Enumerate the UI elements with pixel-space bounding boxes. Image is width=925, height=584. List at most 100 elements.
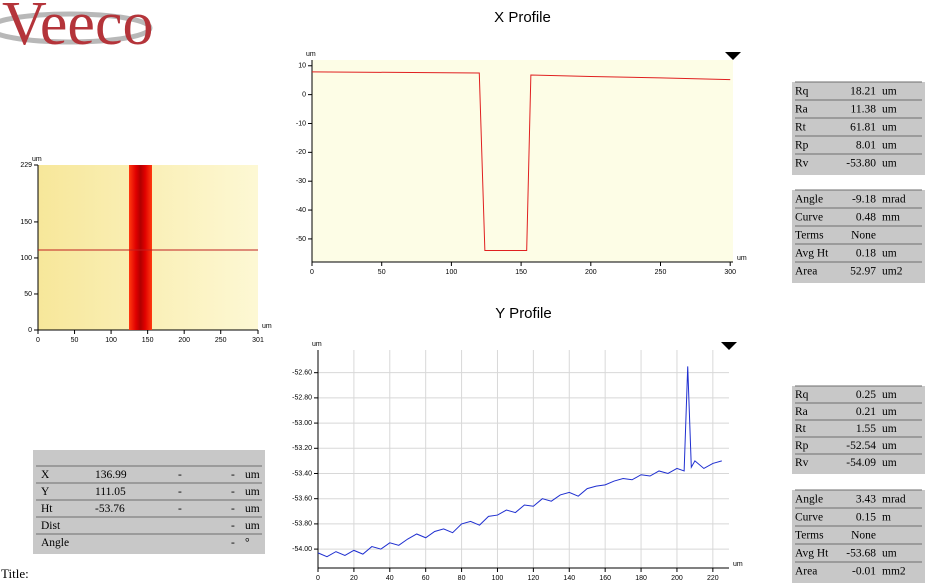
table-cell: Dist: [41, 520, 61, 532]
table-cell: mm2: [882, 566, 906, 578]
table-cell: um2: [882, 266, 903, 278]
x-tick-label: 301: [252, 337, 264, 344]
y-tick-label: 50: [24, 291, 32, 298]
table-cell: Rq: [795, 389, 809, 401]
table-cell: 61.81: [850, 122, 876, 134]
table-cell: mrad: [882, 494, 906, 506]
x-tick-label: 150: [142, 337, 154, 344]
table-cell: Terms: [795, 230, 824, 242]
x-tick-label: 20: [350, 575, 358, 582]
table-cell: -: [231, 503, 235, 515]
table-cell: um: [882, 86, 897, 98]
logo: Veeco: [2, 0, 153, 58]
x-tick-label: 120: [528, 575, 540, 582]
table-cell: °: [245, 537, 250, 549]
table-cell: -9.18: [852, 194, 876, 206]
table-cell: 52.97: [850, 266, 876, 278]
chart-title: X Profile: [494, 9, 551, 26]
report: Veeco Title: 100-10-20-30-40-50050100150…: [0, 0, 925, 584]
y-tick-label: -50: [296, 236, 306, 243]
x-tick-label: 60: [422, 575, 430, 582]
table-cell: -53.68: [846, 548, 876, 560]
x-tick-label: 50: [71, 337, 79, 344]
table-cell: -: [231, 469, 235, 481]
table-cell: Avg Ht: [795, 248, 829, 260]
table-cell: 0.48: [856, 212, 876, 224]
table-cell: 18.21: [850, 86, 876, 98]
x-tick-label: 0: [36, 337, 40, 344]
table-cell: um: [882, 140, 897, 152]
table-cell: um: [882, 248, 897, 260]
x-tick-label: 200: [178, 337, 190, 344]
x-tick-label: 100: [446, 269, 458, 276]
y-tick-label: 100: [20, 255, 32, 262]
table-cell: Terms: [795, 530, 824, 542]
table-cell: um: [882, 104, 897, 116]
table-cell: Rq: [795, 86, 809, 98]
table-cell: 3.43: [856, 494, 876, 506]
x-tick-label: 200: [671, 575, 683, 582]
table-cell: -53.80: [846, 158, 876, 170]
table-cell: Angle: [795, 194, 823, 206]
table-cell: m: [882, 512, 891, 524]
y-axis-label: um: [312, 341, 322, 348]
table-cell: Curve: [795, 512, 823, 524]
x-tick-label: 300: [724, 269, 736, 276]
x-tick-label: 220: [707, 575, 719, 582]
y-tick-label: 150: [20, 219, 32, 226]
table-cell: Area: [795, 266, 817, 278]
table-cell: Rp: [795, 440, 809, 452]
y-tick-label: -30: [296, 178, 306, 185]
y-tick-label: 0: [28, 327, 32, 334]
table-cell: Ht: [41, 503, 53, 515]
table-cell: um: [882, 389, 897, 401]
table-cell: um: [245, 469, 260, 481]
table-cell: -: [231, 520, 235, 532]
table-cell: -52.54: [846, 440, 876, 452]
table-cell: Rt: [795, 122, 807, 134]
table-cell: Rv: [795, 457, 809, 469]
table-cell: um: [245, 520, 260, 532]
y-tick-label: 229: [20, 162, 32, 169]
x-tick-label: 100: [105, 337, 117, 344]
table-cell: 11.38: [851, 104, 877, 116]
title-label: Title:: [1, 566, 29, 581]
x-tick-label: 0: [316, 575, 320, 582]
x-axis-label: um: [262, 323, 272, 330]
table-cell: 0.18: [856, 248, 876, 260]
x-tick-label: 150: [515, 269, 527, 276]
table-cell: 1.55: [856, 423, 876, 435]
table-cell: 111.05: [95, 486, 126, 498]
chart-title: Y Profile: [495, 305, 551, 322]
table-cell: 136.99: [95, 469, 127, 481]
y-tick-label: -20: [296, 149, 306, 156]
height-stripe: [129, 165, 152, 330]
y-tick-label: 0: [302, 91, 306, 98]
x-tick-label: 180: [635, 575, 647, 582]
table-cell: None: [851, 530, 876, 542]
table-cell: um: [882, 158, 897, 170]
table-cell: -53.76: [95, 503, 125, 515]
y-tick-label: -10: [296, 120, 306, 127]
y-tick-label: -53.20: [292, 445, 312, 452]
x-tick-label: 250: [655, 269, 667, 276]
table-cell: -: [231, 486, 235, 498]
x-tick-label: 200: [585, 269, 597, 276]
y-tick-label: -53.80: [292, 521, 312, 528]
x-tick-label: 40: [386, 575, 394, 582]
table-cell: None: [851, 230, 876, 242]
x-tick-label: 250: [215, 337, 227, 344]
y-tick-label: 10: [298, 63, 306, 70]
y-tick-label: -54.00: [292, 546, 312, 553]
table-cell: -0.01: [852, 566, 876, 578]
table-cell: Rv: [795, 158, 809, 170]
y-axis-label: um: [32, 156, 42, 163]
table-cell: Angle: [41, 537, 69, 549]
plot-area: [312, 60, 733, 262]
x-tick-label: 160: [599, 575, 611, 582]
y-axis-label: um: [306, 51, 316, 58]
table-cell: um: [882, 548, 897, 560]
x-tick-label: 50: [378, 269, 386, 276]
plot-area: [318, 350, 729, 568]
x-tick-label: 100: [492, 575, 504, 582]
